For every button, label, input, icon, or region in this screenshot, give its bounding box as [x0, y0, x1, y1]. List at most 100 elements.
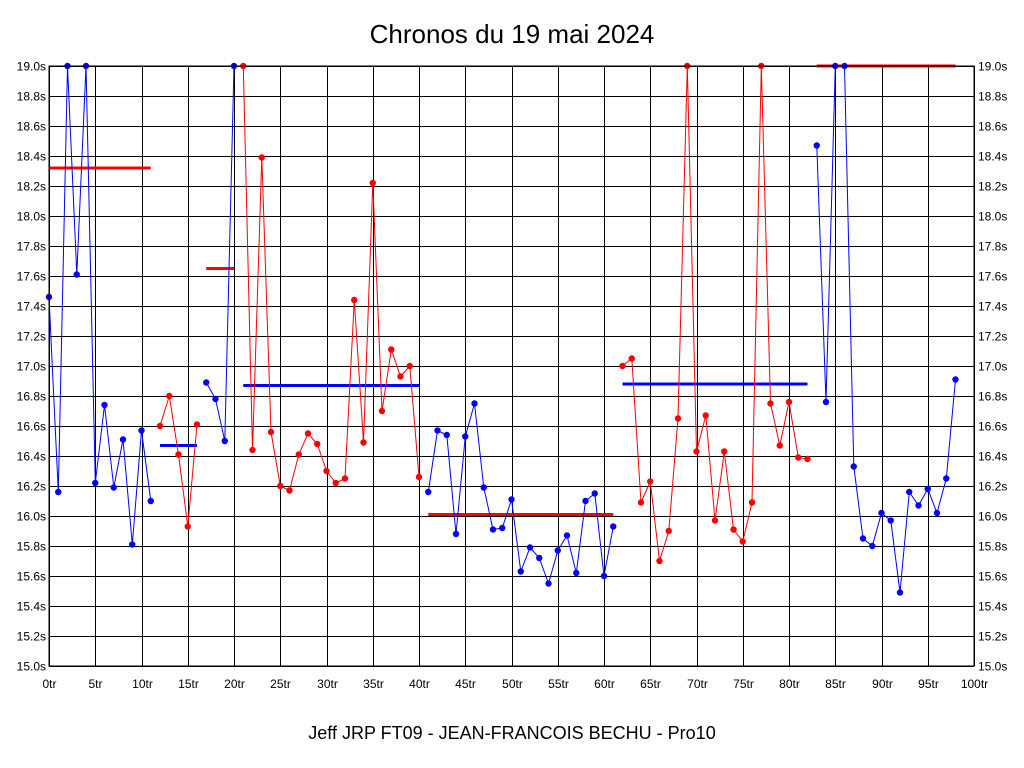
y-tick-label-right: 15.6s [978, 570, 1007, 584]
data-point [332, 479, 339, 487]
data-point [545, 580, 552, 587]
data-point [943, 475, 950, 482]
series [45, 62, 959, 596]
y-tick-label-left: 15.6s [17, 570, 46, 584]
y-tick-label-right: 15.0s [978, 660, 1007, 674]
series-line [427, 403, 614, 586]
data-point [785, 398, 793, 406]
chart-title: Chronos du 19 mai 2024 [370, 19, 655, 49]
series-group [240, 62, 423, 494]
average-lines [49, 64, 956, 516]
data-point [175, 451, 182, 458]
y-tick-label-right: 19.0s [978, 60, 1007, 74]
data-point [406, 362, 413, 370]
data-point [933, 509, 941, 517]
data-point [258, 154, 265, 161]
y-tick-label-left: 17.0s [17, 360, 46, 374]
data-point [55, 488, 62, 496]
x-tick-label: 90tr [872, 677, 893, 691]
data-point [795, 454, 802, 461]
x-tick-label: 75tr [733, 677, 754, 691]
data-point [434, 427, 441, 434]
series-group [203, 62, 238, 445]
x-tick-label: 35tr [363, 677, 384, 691]
data-point [674, 415, 682, 422]
series-group [45, 62, 154, 548]
y-tick-label-right: 17.8s [978, 240, 1007, 254]
x-tick-label: 40tr [409, 677, 430, 691]
data-point [203, 379, 210, 386]
data-point [92, 479, 99, 487]
data-point [517, 568, 524, 575]
y-tick-label-right: 17.2s [978, 330, 1007, 344]
x-tick-label: 30tr [317, 677, 338, 691]
y-tick-label-left: 15.0s [17, 660, 46, 674]
data-point [295, 451, 302, 458]
data-point [323, 467, 330, 475]
x-tick-label: 95tr [918, 677, 939, 691]
data-point [480, 484, 487, 491]
data-point [452, 530, 460, 538]
data-point [610, 523, 617, 530]
chart-footer: Jeff JRP FT09 - JEAN-FRANCOIS BECHU - Pr… [308, 723, 715, 743]
data-point [193, 421, 201, 428]
data-point [526, 544, 534, 551]
data-point [776, 442, 783, 449]
data-point [887, 517, 894, 524]
data-point [878, 509, 885, 517]
x-tick-label: 70tr [687, 677, 708, 691]
data-point [665, 527, 672, 535]
data-point [748, 499, 756, 506]
series-line [242, 65, 420, 492]
data-point [351, 296, 358, 304]
data-point [369, 179, 376, 187]
y-tick-label-right: 18.4s [978, 150, 1007, 164]
data-point [129, 541, 136, 548]
data-point [277, 482, 284, 490]
data-point [767, 400, 774, 407]
data-point [554, 547, 561, 554]
data-point [138, 427, 145, 434]
series-group [619, 62, 811, 565]
y-tick-label-left: 16.0s [17, 510, 46, 524]
y-tick-label-right: 17.0s [978, 360, 1007, 374]
data-point [443, 431, 450, 439]
data-point [388, 346, 395, 353]
data-point [471, 400, 478, 407]
data-point [637, 499, 645, 506]
x-tick-label: 5tr [88, 677, 102, 691]
data-point [360, 439, 367, 446]
data-point [499, 524, 506, 532]
data-point [896, 589, 904, 596]
data-point [906, 488, 913, 496]
x-tick-label: 50tr [502, 677, 523, 691]
x-tick-label: 60tr [594, 677, 615, 691]
data-point [693, 448, 700, 455]
y-axis-right-labels: 19.0s 18.8s 18.6s 18.4s 18.2s 18.0s 17.8s 17.6s… [978, 60, 1007, 674]
y-tick-label-right: 15.2s [978, 630, 1007, 644]
y-tick-label-left: 18.2s [17, 180, 46, 194]
data-point [952, 376, 959, 383]
y-tick-label-left: 18.8s [17, 90, 46, 104]
data-point [563, 532, 571, 539]
data-point [286, 487, 293, 494]
y-tick-label-right: 18.8s [978, 90, 1007, 104]
data-point [110, 484, 117, 491]
y-tick-label-right: 18.0s [978, 210, 1007, 224]
x-tick-label: 0tr [42, 677, 56, 691]
x-tick-label: 20tr [224, 677, 245, 691]
y-tick-label-left: 18.4s [17, 150, 46, 164]
data-point [573, 569, 580, 577]
y-tick-label-left: 17.6s [17, 270, 46, 284]
y-tick-label-left: 17.2s [17, 330, 46, 344]
data-point [711, 517, 719, 524]
y-tick-label-right: 17.6s [978, 270, 1007, 284]
data-point [656, 557, 663, 565]
y-tick-label-right: 16.8s [978, 390, 1007, 404]
y-axis-left-labels: 19.0s 18.8s 18.6s 18.4s 18.2s 18.0s 17.8s 17.6s… [17, 60, 46, 674]
data-point [425, 488, 432, 496]
x-tick-label: 10tr [132, 677, 153, 691]
y-tick-label-left: 16.6s [17, 420, 46, 434]
data-point [582, 497, 589, 505]
